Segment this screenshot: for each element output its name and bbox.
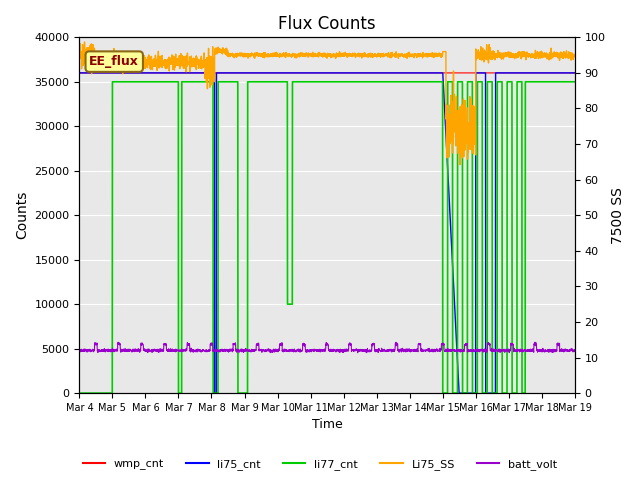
- Text: EE_flux: EE_flux: [90, 55, 139, 68]
- Y-axis label: 7500 SS: 7500 SS: [611, 187, 625, 244]
- Legend: wmp_cnt, li75_cnt, li77_cnt, Li75_SS, batt_volt: wmp_cnt, li75_cnt, li77_cnt, Li75_SS, ba…: [78, 455, 562, 474]
- Y-axis label: Counts: Counts: [15, 191, 29, 240]
- X-axis label: Time: Time: [312, 419, 342, 432]
- Title: Flux Counts: Flux Counts: [278, 15, 376, 33]
